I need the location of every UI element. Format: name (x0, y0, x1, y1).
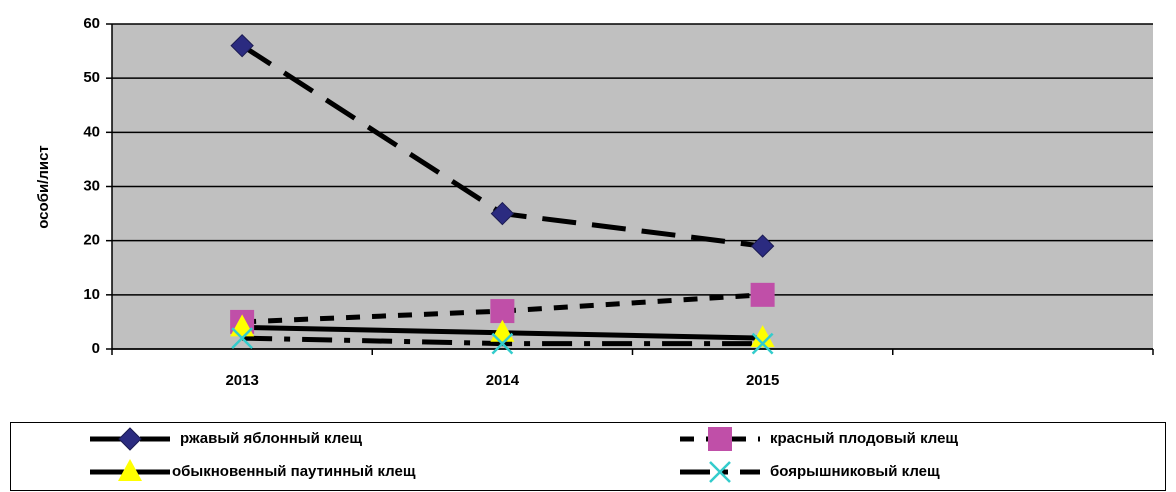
marker (490, 299, 515, 324)
marker (750, 325, 775, 348)
y-tick-label: 20 (83, 232, 100, 249)
marker (751, 332, 774, 355)
y-tick-label: 50 (83, 69, 100, 86)
legend-item: ржавый яблонный клещ (90, 427, 362, 451)
marker (230, 33, 254, 58)
x-tick-label: 2014 (486, 372, 520, 389)
y-tick-label: 0 (92, 340, 100, 357)
y-tick-label: 10 (83, 286, 100, 303)
marker (750, 282, 775, 307)
x-tick-label: 2015 (746, 372, 779, 389)
marker (709, 461, 731, 483)
legend-label: обыкновенный паутинный клещ (172, 463, 416, 480)
marker (118, 427, 142, 451)
y-tick-label: 60 (83, 15, 100, 32)
marker (750, 234, 775, 258)
legend-label: ржавый яблонный клещ (180, 430, 362, 447)
y-tick-label: 30 (83, 177, 100, 194)
x-tick-label: 2013 (225, 372, 258, 389)
legend-box (10, 422, 1166, 491)
legend-item: боярышниковый клещ (680, 461, 940, 483)
y-tick-label: 40 (83, 123, 100, 140)
marker (118, 459, 142, 481)
marker (708, 427, 732, 451)
marker (231, 327, 254, 350)
marker (490, 201, 515, 226)
marker (491, 332, 514, 355)
legend-label: боярышниковый клещ (770, 463, 940, 480)
legend-item: красный плодовый клещ (680, 427, 958, 451)
legend-label: красный плодовый клещ (770, 430, 958, 447)
y-axis-label: особи/лист (35, 145, 52, 229)
legend-item: обыкновенный паутинный клещ (90, 459, 416, 481)
